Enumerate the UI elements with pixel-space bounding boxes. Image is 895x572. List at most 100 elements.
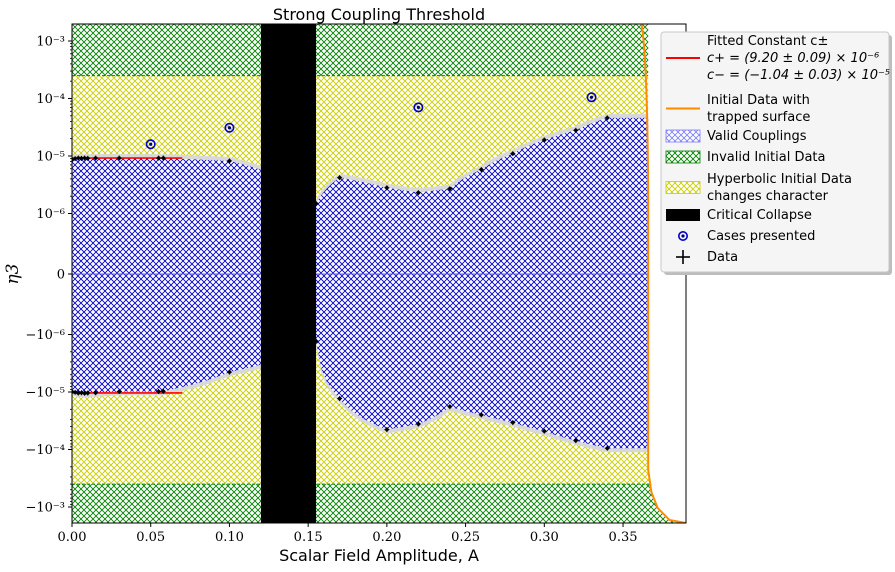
legend-entry-valid: Valid Couplings — [665, 129, 807, 144]
region-valid-left — [72, 158, 261, 394]
data-point-upper-12 — [337, 175, 343, 181]
data-marker — [337, 175, 342, 180]
plot-area — [72, 24, 686, 523]
data-point-upper-11 — [313, 200, 319, 206]
legend-label-invalid-0: Invalid Initial Data — [707, 150, 826, 165]
legend-label-trapped-1: trapped surface — [707, 110, 810, 125]
x-tick-label-6: 0.30 — [530, 530, 559, 545]
x-tick-label-2: 0.10 — [215, 530, 244, 545]
y-tick-label-0: −10⁻³ — [25, 501, 65, 516]
data-marker — [161, 389, 166, 394]
data-marker — [416, 422, 421, 426]
data-point-lower-7 — [116, 388, 122, 394]
data-marker — [479, 413, 484, 417]
x-tick-label-5: 0.25 — [451, 530, 480, 545]
legend-label-data-0: Data — [707, 250, 738, 265]
data-point-lower-13 — [384, 427, 390, 433]
data-marker — [76, 156, 81, 160]
data-marker — [93, 156, 98, 160]
case-presented-3 — [586, 92, 597, 103]
data-marker — [479, 167, 484, 172]
data-marker — [314, 201, 318, 206]
case-core — [416, 105, 420, 110]
legend-label-valid-0: Valid Couplings — [707, 129, 807, 144]
legend-swatch — [666, 209, 700, 221]
data-marker — [605, 116, 610, 120]
data-point-upper-15 — [447, 186, 453, 192]
trapped-surface-curve — [640, 24, 686, 523]
data-marker — [227, 159, 232, 163]
legend-swatch — [665, 129, 701, 143]
data-point-upper-9 — [160, 155, 166, 161]
data-point-upper-17 — [510, 151, 516, 157]
data-marker — [573, 438, 578, 443]
region-invalid-lower — [72, 484, 686, 523]
case-core — [149, 142, 153, 146]
data-point-lower-14 — [415, 421, 421, 427]
data-marker — [117, 389, 122, 394]
data-point-lower-11 — [313, 338, 319, 344]
case-core — [589, 95, 594, 99]
data-point-lower-18 — [541, 428, 547, 434]
y-axis: −10⁻³ −10⁻⁴ −10⁻⁵ −10⁻⁶ 0 10⁻⁶ 10⁻⁵ 10⁻⁴ 10⁻³ — [25, 35, 72, 516]
data-marker — [156, 156, 161, 160]
legend-label-fit-1: c+ = (9.20 ± 0.09) × 10⁻⁶ — [707, 51, 879, 66]
data-marker — [93, 390, 98, 395]
data-marker — [161, 156, 166, 160]
case-ring — [413, 102, 424, 113]
x-tick-label-4: 0.20 — [372, 530, 401, 545]
data-marker — [448, 404, 452, 409]
data-marker — [542, 138, 547, 142]
legend-swatch — [665, 150, 701, 164]
data-marker — [605, 446, 610, 451]
legend-label-hyperbolic-0: Hyperbolic Initial Data — [707, 172, 852, 187]
data-point-lower-6 — [93, 390, 99, 396]
data-marker — [337, 396, 342, 401]
data-point-lower-8 — [156, 388, 162, 394]
y-tick-label-4: 0 — [57, 268, 65, 283]
data-marker — [73, 156, 77, 161]
data-marker — [156, 389, 161, 394]
data-point-lower-10 — [226, 369, 232, 375]
data-marker — [76, 391, 81, 395]
x-axis: 0.00 0.05 0.10 0.15 0.20 0.25 0.30 0.35 — [58, 523, 638, 545]
legend-label-critical-0: Critical Collapse — [707, 208, 812, 223]
case-presented-1 — [224, 122, 235, 133]
data-marker — [85, 156, 90, 161]
x-axis-label: Scalar Field Amplitude, A — [279, 546, 479, 565]
y-tick-label-2: −10⁻⁵ — [25, 386, 65, 401]
data-marker — [117, 156, 122, 160]
legend-entry-invalid: Invalid Initial Data — [665, 150, 826, 165]
region-valid-right — [316, 117, 649, 449]
data-point-upper-8 — [156, 155, 162, 161]
x-tick-label-7: 0.35 — [609, 530, 638, 545]
region-invalid-upper — [72, 24, 686, 76]
data-marker — [385, 185, 389, 190]
y-tick-label-7: 10⁻⁴ — [36, 92, 65, 107]
data-marker — [448, 186, 452, 191]
data-marker — [227, 370, 232, 374]
data-marker — [85, 391, 90, 395]
legend-box — [660, 31, 890, 273]
data-point-upper-19 — [573, 127, 579, 133]
data-point-lower-5 — [85, 390, 91, 396]
legend-entry-trapped: Initial Data with trapped surface — [666, 93, 810, 125]
data-point-lower-20 — [604, 445, 610, 451]
case-ring — [224, 122, 235, 133]
data-point-upper-18 — [541, 137, 547, 143]
legend: Fitted Constant c± c+ = (9.20 ± 0.09) × 1… — [660, 31, 892, 275]
legend-entry-fit: Fitted Constant c± c+ = (9.20 ± 0.09) × 1… — [666, 34, 890, 83]
data-point-upper-14 — [415, 190, 421, 196]
data-marker — [385, 427, 389, 432]
legend-label-fit-2: c− = (−1.04 ± 0.03) × 10⁻⁵ — [707, 68, 890, 83]
legend-entry-cases: Cases presented — [677, 229, 815, 244]
data-point-lower-19 — [573, 438, 579, 444]
data-marker — [511, 420, 515, 425]
data-point-upper-16 — [478, 167, 484, 173]
y-tick-label-5: 10⁻⁶ — [36, 207, 65, 222]
data-point-lower-9 — [160, 388, 166, 394]
legend-entry-critical: Critical Collapse — [666, 208, 812, 223]
legend-entry-hyperbolic: Hyperbolic Initial Data changes character — [665, 172, 852, 204]
data-marker — [511, 151, 515, 156]
data-marker — [416, 190, 421, 195]
